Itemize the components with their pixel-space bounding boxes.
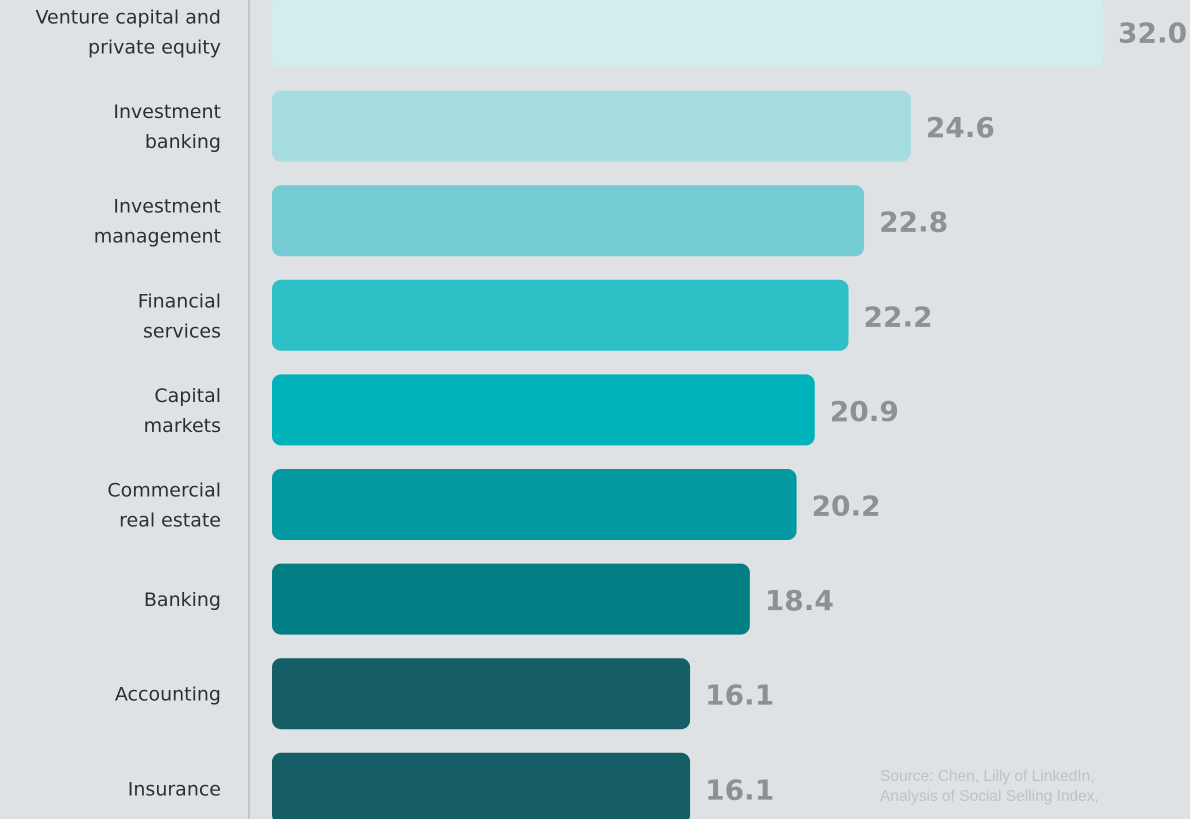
value-label: 24.6: [926, 111, 995, 144]
category-label-line: Capital: [154, 385, 221, 407]
category-label-line: services: [143, 320, 221, 342]
bar: [272, 279, 849, 351]
bar: [272, 658, 691, 730]
value-label: 16.1: [705, 679, 774, 712]
bar: [272, 752, 691, 819]
category-label: Venture capital and private equity: [36, 7, 221, 59]
source-note: Source: Chen, Lilly of LinkedIn, Analysi…: [880, 767, 1180, 807]
category-label: Investment management: [94, 196, 221, 248]
category-label-line: Investment: [113, 101, 221, 123]
category-label-line: markets: [144, 415, 221, 437]
value-label: 20.2: [812, 490, 881, 523]
category-label-line: management: [94, 226, 221, 248]
category-label: Investment banking: [113, 101, 221, 153]
category-label-line: Financial: [138, 290, 221, 312]
bar: [272, 563, 750, 635]
bar: [272, 374, 815, 446]
category-label-line: Commercial: [107, 480, 221, 502]
value-label: 32.0: [1118, 17, 1187, 50]
category-label-line: real estate: [119, 510, 221, 532]
value-label: 22.8: [879, 206, 948, 239]
category-label: Insurance: [128, 778, 221, 800]
value-label: 18.4: [765, 584, 834, 617]
category-label-line: Investment: [113, 196, 221, 218]
source-line-2: Analysis of Social Selling Index,: [880, 788, 1099, 805]
category-label: Accounting: [115, 684, 221, 706]
bar: [272, 185, 865, 257]
category-label: Banking: [144, 589, 221, 611]
category-label: Commercial real estate: [107, 480, 221, 532]
category-label-line: Accounting: [115, 684, 221, 706]
category-label-line: banking: [145, 131, 221, 153]
category-label-line: Insurance: [128, 778, 221, 800]
value-label: 22.2: [864, 300, 933, 333]
category-label: Financial services: [138, 290, 221, 342]
category-label-line: Venture capital and: [36, 7, 221, 29]
value-label: 20.9: [830, 395, 899, 428]
bar: [272, 469, 797, 540]
bar: [272, 90, 911, 162]
category-label-line: private equity: [88, 37, 221, 59]
category-label-line: Banking: [144, 589, 221, 611]
bar: [272, 0, 1103, 67]
category-label: Capital markets: [144, 385, 221, 437]
value-label: 16.1: [705, 773, 774, 806]
source-line-1: Source: Chen, Lilly of LinkedIn,: [880, 768, 1095, 785]
